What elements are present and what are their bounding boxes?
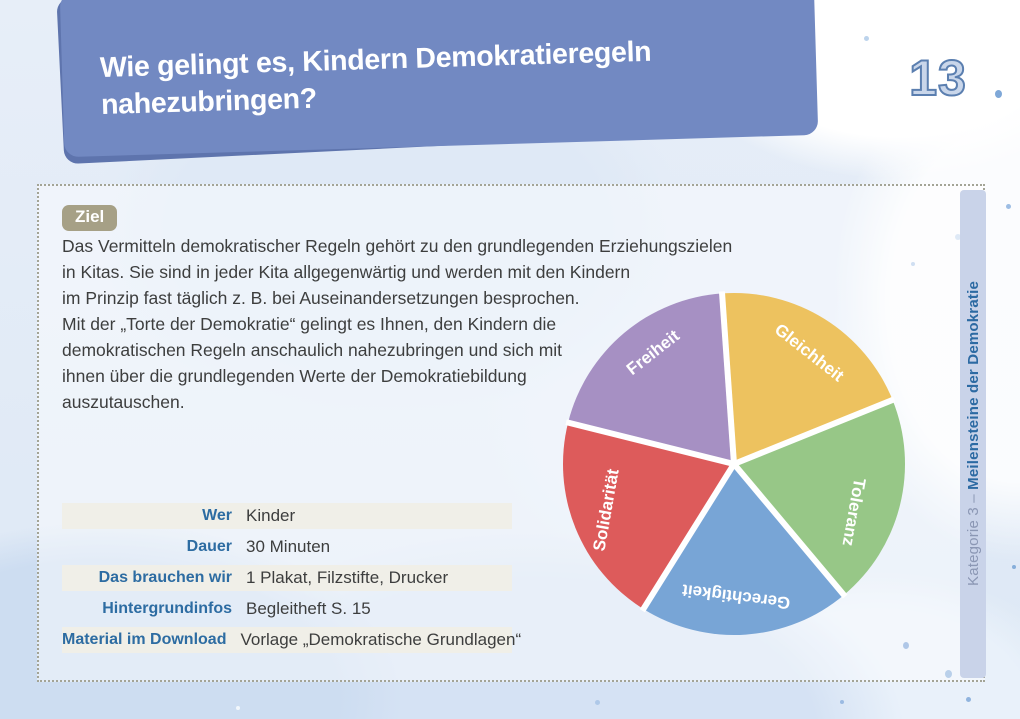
info-label: Hintergrundinfos [102,600,232,617]
pie-slice-gap [732,396,896,467]
card-number-badge: 13 [893,33,983,123]
info-value: Begleitheft S. 15 [246,599,371,618]
info-label: Material im Download [62,631,227,648]
info-value: Vorlage „Demokratische Grundlagen“ [240,630,522,649]
pie-slice-gap [718,291,737,465]
info-row-2: Dauer 30 Minuten [62,534,512,560]
pie-slice-gap [639,462,737,613]
info-value: 30 Minuten [246,537,331,556]
info-row-4: Hintergrundinfos Begleitheft S. 15 [62,596,512,622]
info-label: Wer [202,507,232,524]
info-table: Wer Kinder Dauer 30 Minuten Das brauchen wir… [62,503,521,658]
info-label: Dauer [186,538,232,555]
info-label: Das brauchen wir [98,569,232,586]
category-label: Kategorie 3 – Meilensteine der Demokrati… [965,281,982,586]
info-row-5: Material im Download Vorlage „Demokratisc… [62,627,521,653]
header-banner: Wie gelingt es, Kindern Demokratieregeln… [59,0,819,158]
pie-slice-gap [731,462,848,599]
category-title: Meilensteine der Demokratie [964,281,982,491]
democracy-pie-chart: Gleichheit Toleranz Gerechtigkeit Solidarit… [559,289,909,639]
pie-slice-freiheit [568,293,734,464]
ziel-badge: Ziel [62,205,118,231]
pie-slice-gleichheit [722,293,893,464]
category-sidebar: Kategorie 3 – Meilensteine der Demokrati… [960,190,986,678]
pie-chart-svg: GleichheitToleranzGerechtigkeitSolidarit… [562,291,906,636]
pie-slice-gerechtigkeit [643,464,844,636]
pie-slice-gap [565,419,735,467]
info-value: 1 Plakat, Filzstifte, Drucker [246,568,449,587]
info-row-3: Das brauchen wir 1 Plakat, Filzstifte, Dr… [62,565,512,591]
pie-slice-solidarität [562,422,734,610]
card-number: 13 [908,49,967,107]
category-prefix: Kategorie 3 – [964,490,982,587]
info-value: Kinder [246,506,296,525]
content-card: Ziel Das Vermitteln demokratischer Regel… [37,184,986,682]
goal-paragraph: Das Vermitteln demokratischer Regeln geh… [62,236,733,412]
info-row-1: Wer Kinder [62,503,512,529]
page-title: Wie gelingt es, Kindern Demokratieregeln… [99,35,652,122]
